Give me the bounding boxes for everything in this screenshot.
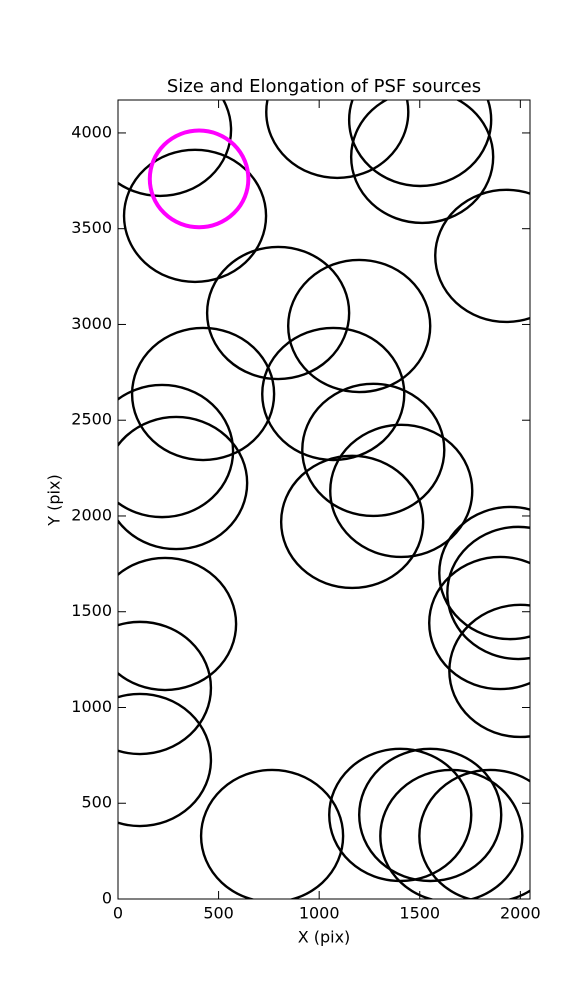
y-tick-label: 3500 bbox=[71, 218, 112, 237]
psf-source bbox=[301, 382, 446, 518]
psf-source bbox=[428, 555, 530, 691]
y-tick-label: 0 bbox=[102, 889, 112, 908]
x-tick-label: 0 bbox=[113, 904, 123, 923]
psf-source bbox=[349, 100, 495, 225]
y-tick-label: 2500 bbox=[71, 410, 112, 429]
axes-frame bbox=[117, 99, 531, 900]
psf-source bbox=[261, 326, 406, 462]
x-tick-label: 2000 bbox=[500, 904, 541, 923]
psf-source bbox=[347, 100, 493, 188]
x-axis-label: X (pix) bbox=[298, 928, 351, 947]
psf-source bbox=[130, 326, 276, 462]
psf-source bbox=[279, 454, 425, 590]
y-axis-label: Y (pix) bbox=[45, 474, 64, 526]
psf-source bbox=[199, 768, 345, 899]
x-tick-label: 1500 bbox=[399, 904, 440, 923]
psf-source bbox=[448, 603, 530, 739]
y-tick-label: 1000 bbox=[71, 697, 112, 716]
psf-source bbox=[118, 620, 213, 756]
psf-source bbox=[118, 692, 213, 828]
y-tick-label: 2000 bbox=[71, 505, 112, 524]
y-tick-label: 3000 bbox=[71, 314, 112, 333]
psf-source bbox=[265, 100, 410, 180]
psf-source bbox=[118, 415, 249, 551]
psf-source bbox=[122, 148, 268, 284]
chart-title: Size and Elongation of PSF sources bbox=[167, 76, 481, 97]
psf-source bbox=[329, 423, 474, 559]
y-tick-label: 4000 bbox=[71, 122, 112, 141]
psf-source bbox=[418, 768, 530, 899]
psf-source bbox=[118, 556, 238, 692]
y-tick-label: 500 bbox=[81, 793, 112, 812]
plot-area bbox=[118, 100, 530, 899]
psf-source bbox=[205, 245, 351, 381]
y-tick-label: 1500 bbox=[71, 601, 112, 620]
x-tick-label: 500 bbox=[203, 904, 234, 923]
psf-source bbox=[446, 525, 530, 661]
psf-source bbox=[438, 505, 530, 641]
psf-source bbox=[118, 383, 235, 519]
psf-source bbox=[358, 747, 503, 883]
psf-source bbox=[434, 188, 530, 324]
psf-source bbox=[118, 100, 233, 198]
psf-source bbox=[286, 258, 432, 394]
psf-source bbox=[379, 768, 524, 899]
psf-source bbox=[147, 128, 251, 230]
x-tick-label: 1000 bbox=[299, 904, 340, 923]
